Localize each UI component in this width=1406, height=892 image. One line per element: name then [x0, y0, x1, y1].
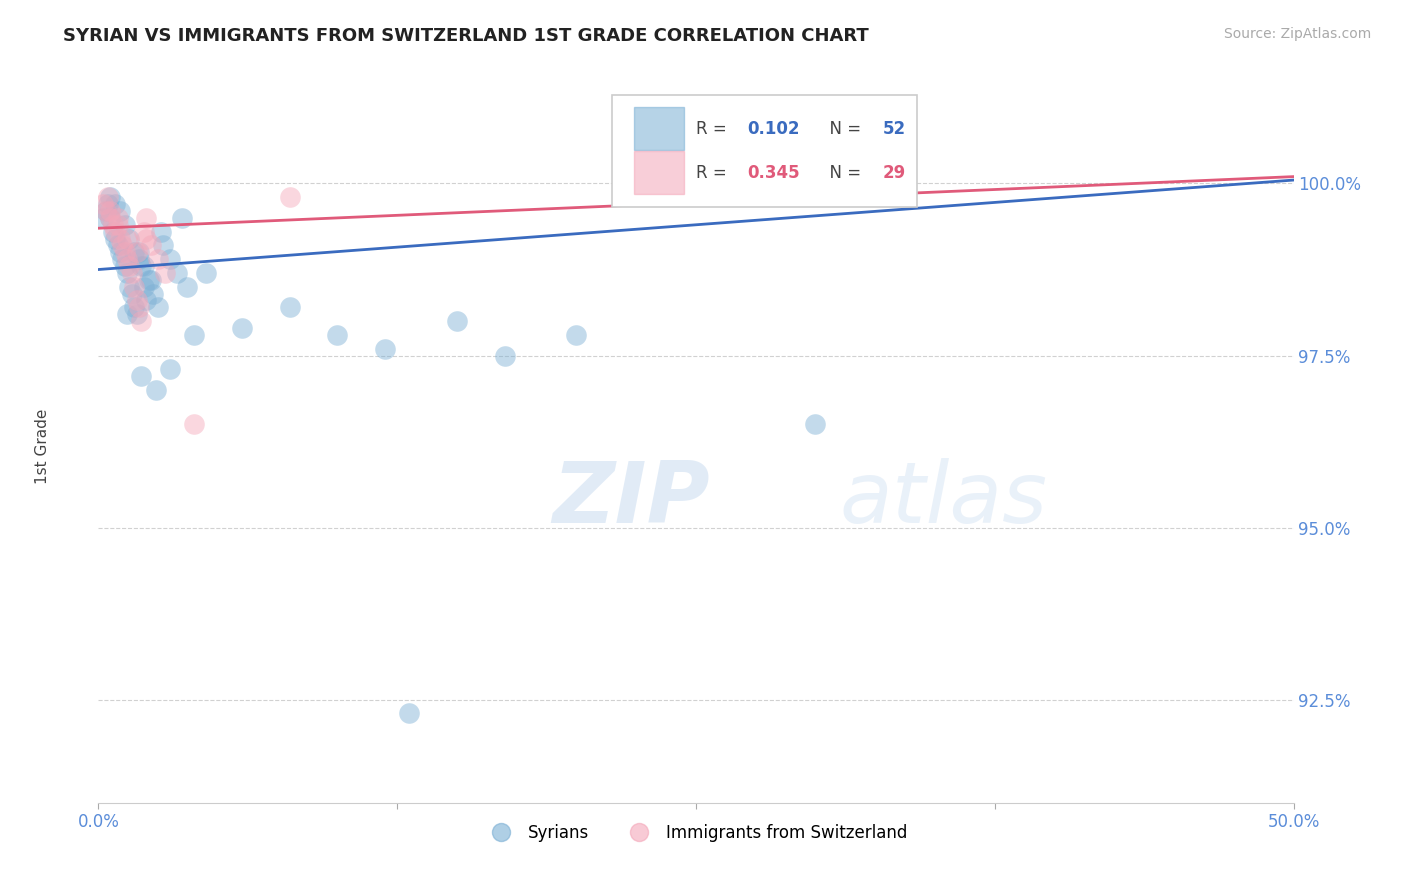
- Point: [104, 231, 127, 245]
- Point: [132, 225, 155, 239]
- Point: [115, 252, 138, 267]
- Text: N =: N =: [820, 164, 866, 182]
- Point: [107, 238, 129, 252]
- Point: [131, 314, 153, 328]
- Legend: Syrians, Immigrants from Switzerland: Syrians, Immigrants from Switzerland: [478, 817, 914, 848]
- Point: [114, 218, 136, 232]
- Point: [149, 225, 172, 239]
- Point: [124, 245, 146, 260]
- FancyBboxPatch shape: [634, 107, 685, 150]
- Point: [108, 231, 131, 245]
- Point: [98, 204, 122, 219]
- Point: [101, 225, 124, 239]
- Point: [101, 218, 124, 232]
- Point: [152, 238, 174, 252]
- Point: [159, 252, 181, 267]
- Point: [494, 349, 516, 363]
- Point: [98, 211, 122, 225]
- Text: 1st Grade: 1st Grade: [35, 409, 49, 483]
- Text: R =: R =: [696, 164, 733, 182]
- Point: [176, 279, 198, 293]
- Point: [121, 286, 143, 301]
- Point: [128, 245, 150, 260]
- Point: [446, 314, 468, 328]
- Point: [159, 362, 181, 376]
- Point: [172, 211, 194, 225]
- Point: [108, 204, 131, 219]
- Point: [115, 266, 138, 280]
- Text: 0.102: 0.102: [748, 120, 800, 137]
- Point: [565, 327, 588, 342]
- FancyBboxPatch shape: [634, 152, 685, 194]
- Point: [114, 259, 136, 273]
- Text: Source: ZipAtlas.com: Source: ZipAtlas.com: [1223, 27, 1371, 41]
- Point: [195, 266, 218, 280]
- Point: [118, 231, 141, 245]
- Point: [114, 245, 136, 260]
- Point: [278, 190, 301, 204]
- Point: [278, 301, 301, 315]
- Text: atlas: atlas: [839, 458, 1047, 541]
- Point: [111, 238, 134, 252]
- Point: [125, 307, 148, 321]
- Point: [121, 266, 143, 280]
- Point: [139, 273, 162, 287]
- Text: 0.345: 0.345: [748, 164, 800, 182]
- Text: 29: 29: [883, 164, 905, 182]
- Point: [97, 197, 120, 211]
- Point: [138, 273, 160, 287]
- Text: ZIP: ZIP: [553, 458, 710, 541]
- Point: [132, 279, 155, 293]
- Point: [108, 245, 131, 260]
- Point: [145, 383, 167, 397]
- Point: [398, 706, 420, 721]
- FancyBboxPatch shape: [613, 95, 917, 207]
- Point: [183, 327, 205, 342]
- Point: [132, 259, 155, 273]
- Point: [183, 417, 205, 432]
- Point: [125, 293, 148, 308]
- Point: [104, 225, 127, 239]
- Point: [326, 327, 349, 342]
- Point: [142, 286, 165, 301]
- Point: [98, 211, 122, 225]
- Point: [125, 245, 148, 260]
- Point: [166, 266, 188, 280]
- Text: 52: 52: [883, 120, 905, 137]
- Point: [91, 197, 114, 211]
- Point: [118, 259, 141, 273]
- Point: [135, 211, 157, 225]
- Point: [111, 252, 134, 267]
- Text: SYRIAN VS IMMIGRANTS FROM SWITZERLAND 1ST GRADE CORRELATION CHART: SYRIAN VS IMMIGRANTS FROM SWITZERLAND 1S…: [63, 27, 869, 45]
- Point: [128, 252, 150, 267]
- Text: R =: R =: [696, 120, 733, 137]
- Point: [139, 238, 162, 252]
- Point: [135, 231, 157, 245]
- Point: [104, 197, 127, 211]
- Point: [115, 231, 138, 245]
- Point: [135, 293, 157, 308]
- Point: [94, 204, 117, 219]
- Point: [115, 307, 138, 321]
- Point: [148, 252, 170, 267]
- Point: [148, 301, 170, 315]
- Point: [131, 259, 153, 273]
- Point: [231, 321, 253, 335]
- Point: [107, 211, 129, 225]
- Point: [107, 218, 129, 232]
- Point: [118, 279, 141, 293]
- Point: [98, 190, 122, 204]
- Point: [91, 211, 114, 225]
- Point: [131, 369, 153, 384]
- Point: [124, 279, 146, 293]
- Point: [94, 204, 117, 219]
- Point: [124, 301, 146, 315]
- Point: [128, 301, 150, 315]
- Text: N =: N =: [820, 120, 866, 137]
- Point: [155, 266, 177, 280]
- Point: [374, 342, 396, 356]
- Point: [804, 417, 827, 432]
- Point: [97, 190, 120, 204]
